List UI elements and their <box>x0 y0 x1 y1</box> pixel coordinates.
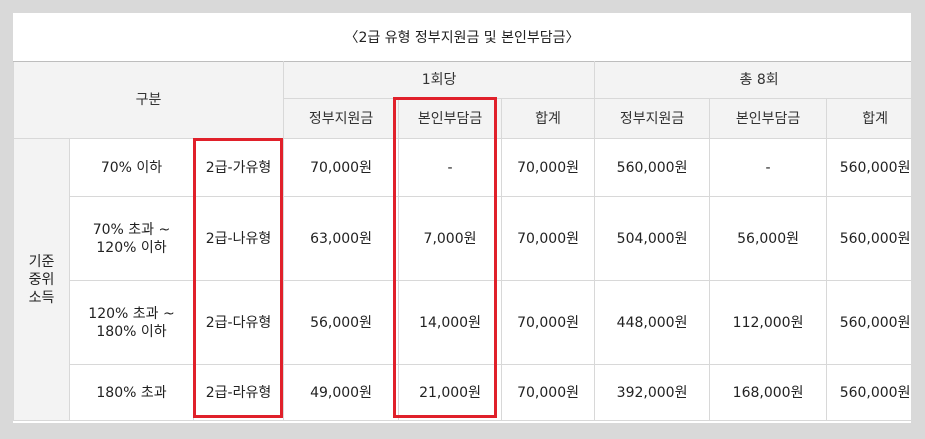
income-range: 180% 초과 <box>69 364 194 421</box>
gov-total-cell: 392,000원 <box>594 364 711 421</box>
header-category: 구분 <box>13 61 285 139</box>
header-row-1: 구분 1회당 총 8회 <box>13 61 911 139</box>
sum-cell: 70,000원 <box>501 280 596 365</box>
gov-total-cell: 504,000원 <box>594 196 711 281</box>
sum-cell: 70,000원 <box>501 138 596 197</box>
self-cell: 7,000원 <box>398 196 503 281</box>
table-row: 70% 초과 ~ 120% 이하 2급-나유형 63,000원 7,000원 7… <box>14 196 911 281</box>
header-sum: 합계 <box>501 98 596 139</box>
gov-total-cell: 560,000원 <box>594 138 711 197</box>
header-gov-total: 정부지원금 <box>594 98 711 139</box>
header-per-session: 1회당 <box>283 61 596 99</box>
sum-total-cell: 560,000원 <box>826 138 911 197</box>
header-sum-total: 합계 <box>826 98 911 139</box>
table-row: 120% 초과 ~ 180% 이하 2급-다유형 56,000원 14,000원… <box>14 280 911 365</box>
gov-cell: 70,000원 <box>283 138 400 197</box>
header-row-2: 정부지원금 본인부담금 합계 정부지원금 본인부담금 합계 <box>14 98 911 139</box>
header-self: 본인부담금 <box>398 98 503 139</box>
income-range: 70% 이하 <box>69 138 194 197</box>
table-row: 180% 초과 2급-라유형 49,000원 21,000원 70,000원 3… <box>14 364 911 421</box>
support-table: 구분 1회당 총 8회 정부지원금 본인부담금 합계 정부지원금 본인부담금 합… <box>13 61 911 421</box>
table-row: 기준 중위 소득 70% 이하 2급-가유형 70,000원 - 70,000원… <box>13 138 911 421</box>
self-cell: 14,000원 <box>398 280 503 365</box>
table-caption: 〈2급 유형 정부지원금 및 본인부담금〉 <box>344 30 580 46</box>
sum-cell: 70,000원 <box>501 196 596 281</box>
income-range: 120% 초과 ~ 180% 이하 <box>69 280 194 365</box>
self-total-cell: - <box>709 138 828 197</box>
document-sheet: 〈2급 유형 정부지원금 및 본인부담금〉 구분 1회당 총 8회 정부지원금 … <box>13 13 911 423</box>
self-total-cell: 168,000원 <box>709 364 828 421</box>
gov-total-cell: 448,000원 <box>594 280 711 365</box>
type-cell: 2급-다유형 <box>192 280 285 365</box>
gov-cell: 49,000원 <box>283 364 400 421</box>
sum-total-cell: 560,000원 <box>826 364 911 421</box>
self-cell: - <box>398 138 503 197</box>
header-self-total: 본인부담금 <box>709 98 828 139</box>
gov-cell: 56,000원 <box>283 280 400 365</box>
type-cell: 2급-라유형 <box>192 364 285 421</box>
sum-total-cell: 560,000원 <box>826 196 911 281</box>
header-gov: 정부지원금 <box>283 98 400 139</box>
sum-cell: 70,000원 <box>501 364 596 421</box>
type-cell: 2급-나유형 <box>192 196 285 281</box>
header-total: 총 8회 <box>594 61 911 99</box>
left-group-label: 기준 중위 소득 <box>13 138 70 421</box>
self-cell: 21,000원 <box>398 364 503 421</box>
gov-cell: 63,000원 <box>283 196 400 281</box>
income-range: 70% 초과 ~ 120% 이하 <box>69 196 194 281</box>
self-total-cell: 112,000원 <box>709 280 828 365</box>
sum-total-cell: 560,000원 <box>826 280 911 365</box>
self-total-cell: 56,000원 <box>709 196 828 281</box>
type-cell: 2급-가유형 <box>192 138 285 197</box>
